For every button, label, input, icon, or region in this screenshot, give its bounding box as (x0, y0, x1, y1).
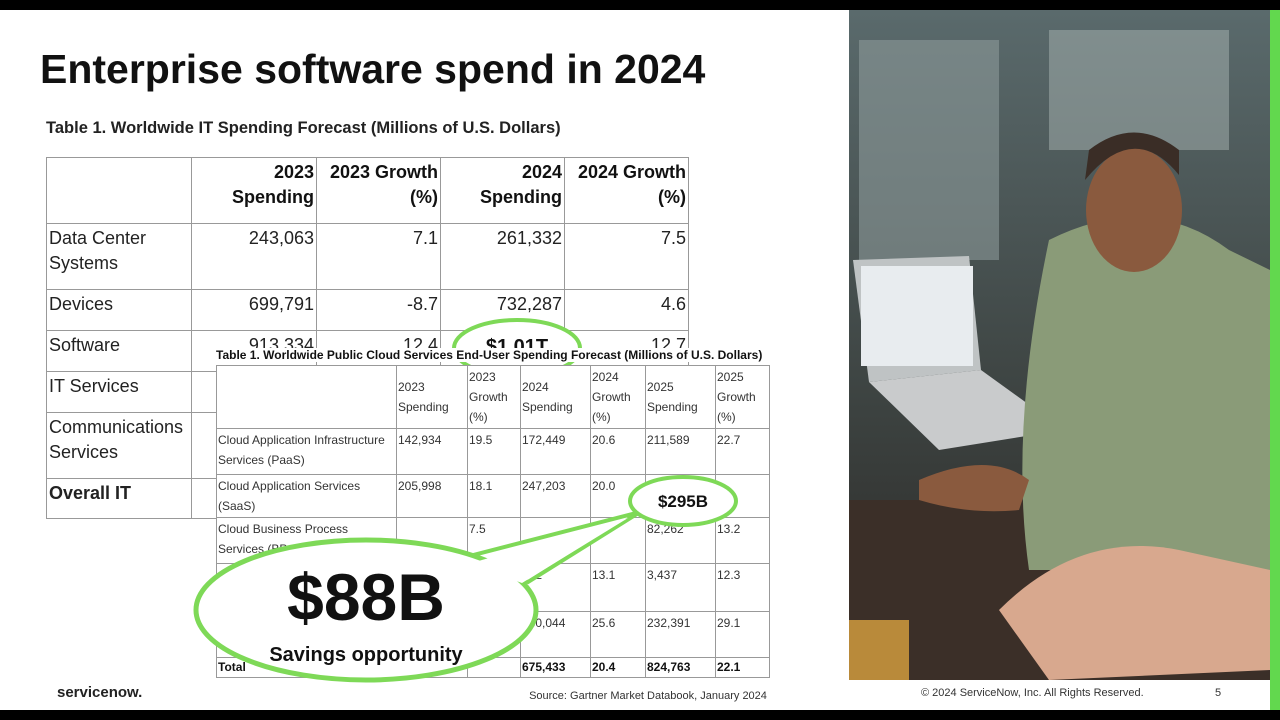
table-cell: 7.1 (316, 223, 441, 290)
table-cell: 2023 Growth (%) (316, 157, 441, 224)
table-cell: 29.1 (715, 611, 770, 658)
table-cell: 261,332 (440, 223, 565, 290)
table-row: Data Center Systems 243,063 7.1 261,332 7.5 (46, 223, 689, 290)
table-cell: 20.6 (590, 428, 646, 475)
table-cell: 12.3 (715, 563, 770, 612)
table-cell: -8.7 (316, 289, 441, 331)
slide-title: Enterprise software spend in 2024 (40, 46, 706, 92)
table-cell: IT Services (46, 371, 192, 413)
callout-text: $295B (658, 492, 708, 511)
table-cell: 2024 Growth (%) (564, 157, 689, 224)
savings-amount: $88B (287, 560, 445, 634)
table-cell: 2024 Spending (520, 365, 591, 429)
table-cell: Data Center Systems (46, 223, 192, 290)
table-cell: 675,433 (520, 657, 591, 678)
table-cell: 13.1 (590, 563, 646, 612)
table-cell: 2024 Spending (440, 157, 565, 224)
table-cell: 232,391 (645, 611, 716, 658)
copyright: © 2024 ServiceNow, Inc. All Rights Reser… (921, 687, 1144, 699)
table-row: Cloud Application Infrastructure Service… (216, 428, 770, 475)
table-cell: Software (46, 330, 192, 372)
table-cell: 3,437 (645, 563, 716, 612)
table-cell: Devices (46, 289, 192, 331)
source: Source: Gartner Market Databook, January… (529, 690, 767, 702)
table-cell: 2025 Growth (%) (715, 365, 770, 429)
table-cell: Cloud Application Infrastructure Service… (216, 428, 397, 475)
table-cell: 22.7 (715, 428, 770, 475)
table1-caption: Table 1. Worldwide IT Spending Forecast … (46, 119, 561, 137)
table-cell: 699,791 (191, 289, 317, 331)
table-cell: 18.1 (467, 474, 521, 518)
bubble (193, 537, 539, 683)
table-cell: 2023 Growth (%) (467, 365, 521, 429)
table-cell: 20.4 (590, 657, 646, 678)
table-cell: 2024 Growth (%) (590, 365, 646, 429)
table-cell: Overall IT (46, 478, 192, 519)
table-cell: Communications Services (46, 412, 192, 479)
slide: Enterprise software spend in 2024 Table … (0, 10, 1280, 710)
table-cell (216, 365, 397, 429)
table-cell: 19.5 (467, 428, 521, 475)
table-cell: 13.2 (715, 517, 770, 564)
table2-caption: Table 1. Worldwide Public Cloud Services… (216, 348, 776, 362)
savings-label: Savings opportunity (269, 644, 463, 666)
table-cell: 824,763 (645, 657, 716, 678)
table-cell (46, 157, 192, 224)
table-cell: 247,203 (520, 474, 591, 518)
logo: servicenow. (57, 684, 142, 701)
table-cell: 2025 Spending (645, 365, 716, 429)
table-cell: 142,934 (396, 428, 468, 475)
table-cell: 7.5 (564, 223, 689, 290)
bubble-tail-fill (468, 518, 628, 583)
table-cell: 243,063 (191, 223, 317, 290)
header-row: 2023 Spending 2023 Growth (%) 2024 Spendin… (46, 157, 689, 224)
callout-layer: $88B Savings opportunity $295B serviceno… (57, 475, 767, 702)
table-cell: 172,449 (520, 428, 591, 475)
photo (849, 10, 1280, 710)
page-number: 5 (1215, 687, 1222, 699)
table-cell: 211,589 (645, 428, 716, 475)
table-cell: Cloud Application Services (SaaS) (216, 474, 397, 518)
table-cell: 22.1 (715, 657, 770, 678)
callout-ring (628, 475, 738, 527)
